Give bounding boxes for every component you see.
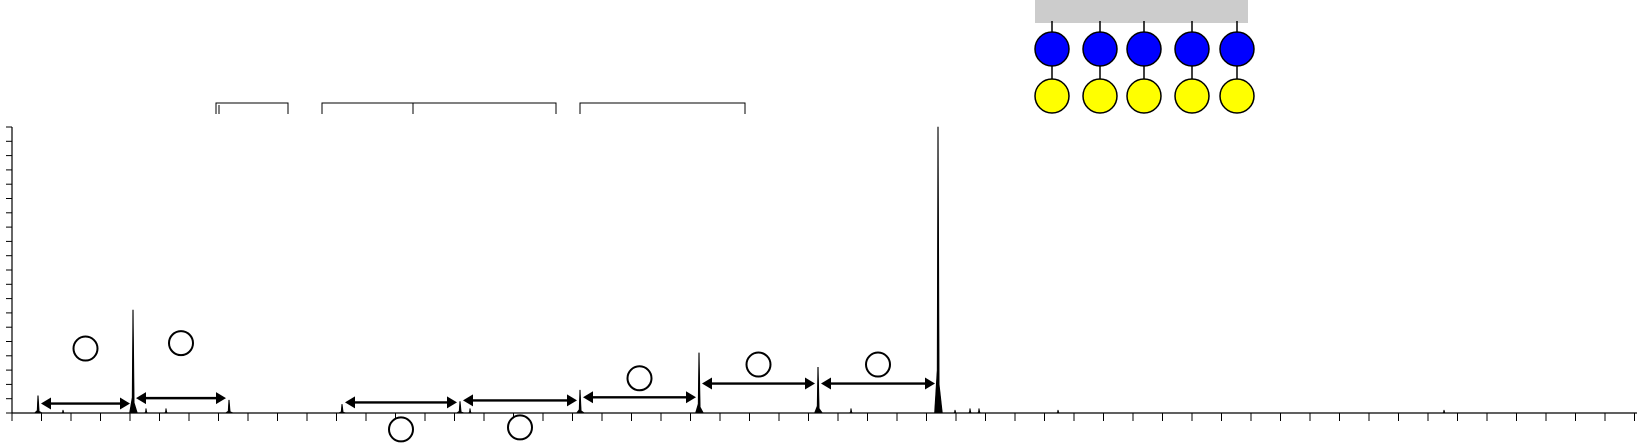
minor-peak	[60, 409, 67, 414]
spectrum-peak	[129, 309, 138, 414]
minor-peak	[163, 408, 170, 414]
spectrum-peak	[575, 389, 586, 414]
axes	[6, 126, 1637, 421]
spectrum-peak	[695, 352, 704, 414]
yellow-residue-icon	[1174, 78, 1210, 114]
yellow-residue-icon	[1034, 78, 1070, 114]
minor-peak	[967, 408, 974, 414]
arrow-head	[805, 377, 815, 390]
minor-peak	[467, 408, 474, 414]
residue-circle	[865, 351, 891, 378]
minor-peak	[1441, 409, 1448, 414]
glycan-structure	[1034, 0, 1255, 114]
blue-residue-icon	[1082, 31, 1118, 67]
arrow-head	[702, 377, 712, 390]
yellow-residue-icon	[1219, 78, 1255, 114]
arrow-head	[447, 396, 457, 409]
arrow-head	[41, 397, 51, 410]
blue-residue-icon	[1126, 31, 1162, 67]
yellow-residue-icon	[1082, 78, 1118, 114]
minor-peak	[976, 408, 983, 414]
series-brackets	[215, 102, 746, 114]
residue-circle	[72, 335, 99, 362]
arrow-head	[216, 392, 226, 405]
minor-peak	[848, 408, 855, 414]
blue-residue-icon	[1034, 31, 1070, 67]
residue-circle	[507, 414, 533, 441]
yellow-residue-icon	[1126, 78, 1162, 114]
minor-peak	[952, 409, 959, 414]
arrow-head	[567, 394, 577, 407]
structure-base-bar	[1035, 0, 1248, 23]
arrow-head	[583, 391, 593, 404]
arrow-head	[925, 377, 935, 390]
spectrum-peak	[338, 404, 347, 414]
spectrum-peak	[33, 395, 43, 414]
series-bracket	[215, 102, 289, 114]
series-bracket	[579, 102, 746, 114]
residue-circle	[168, 330, 194, 357]
arrow-head	[821, 377, 831, 390]
residue-circle	[388, 416, 414, 443]
residue-circle	[745, 351, 772, 378]
spacing-arrows	[41, 330, 935, 443]
arrow-head	[345, 396, 355, 409]
arrow-head	[463, 394, 473, 407]
arrow-head	[686, 391, 696, 404]
arrow-head	[120, 397, 130, 410]
spectrum-trace	[33, 126, 1448, 414]
minor-peak	[143, 408, 150, 414]
spectrum-peak	[455, 401, 465, 414]
arrow-head	[136, 392, 146, 405]
minor-peak	[1055, 409, 1062, 414]
spectrum-peak	[224, 399, 234, 414]
blue-residue-icon	[1219, 31, 1255, 67]
residue-circle	[626, 365, 653, 392]
series-bracket	[321, 102, 557, 114]
spectrum-peak	[814, 366, 823, 414]
spectrum-peak	[934, 126, 943, 414]
blue-residue-icon	[1174, 31, 1210, 67]
